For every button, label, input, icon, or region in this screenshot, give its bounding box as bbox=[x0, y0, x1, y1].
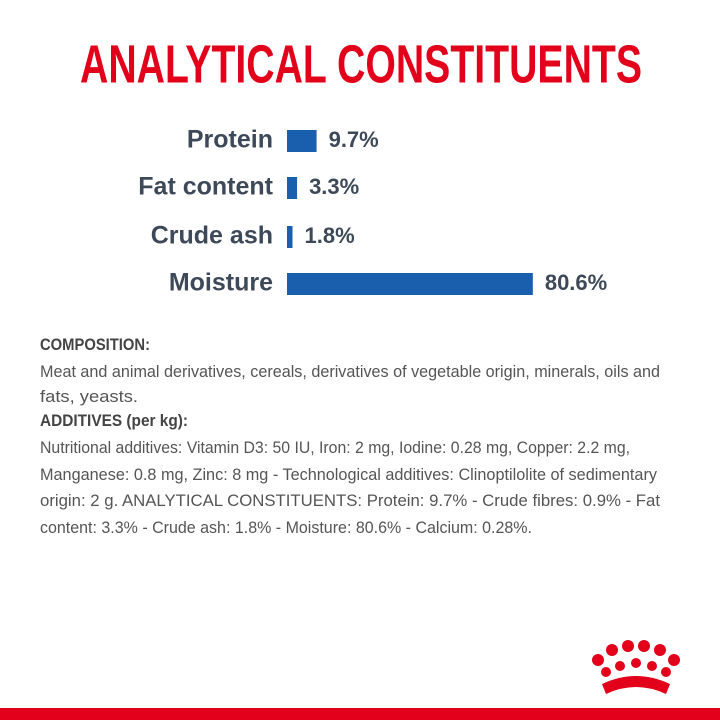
bar bbox=[287, 130, 317, 152]
additives-line: Nutritional additives: Vitamin D3: 50 IU… bbox=[40, 438, 630, 457]
value-label: 3.3% bbox=[309, 174, 359, 199]
bar bbox=[287, 177, 298, 199]
footer-band bbox=[0, 708, 720, 720]
composition-line: fats, yeasts. bbox=[40, 387, 138, 406]
logo bbox=[592, 640, 680, 694]
composition-line: Meat and animal derivatives, cereals, de… bbox=[40, 362, 660, 381]
value-label: 9.7% bbox=[329, 127, 379, 152]
additives-line: origin: 2 g. ANALYTICAL CONSTITUENTS: Pr… bbox=[40, 491, 660, 510]
additives-heading: ADDITIVES (per kg): bbox=[40, 411, 188, 430]
category-label: Protein bbox=[187, 126, 273, 154]
category-label: Fat content bbox=[138, 173, 273, 201]
category-label: Moisture bbox=[169, 269, 273, 297]
additives-line: content: 3.3% - Crude ash: 1.8% - Moistu… bbox=[40, 518, 532, 537]
chart-title: ANALYTICAL CONSTITUENTS bbox=[80, 34, 642, 94]
category-label: Crude ash bbox=[151, 222, 273, 250]
value-label: 80.6% bbox=[545, 270, 607, 295]
bar bbox=[287, 273, 533, 295]
composition-heading: COMPOSITION: bbox=[40, 335, 150, 354]
additives-line: Manganese: 0.8 mg, Zinc: 8 mg - Technolo… bbox=[40, 465, 657, 484]
bar bbox=[287, 226, 293, 248]
value-label: 1.8% bbox=[304, 223, 354, 248]
